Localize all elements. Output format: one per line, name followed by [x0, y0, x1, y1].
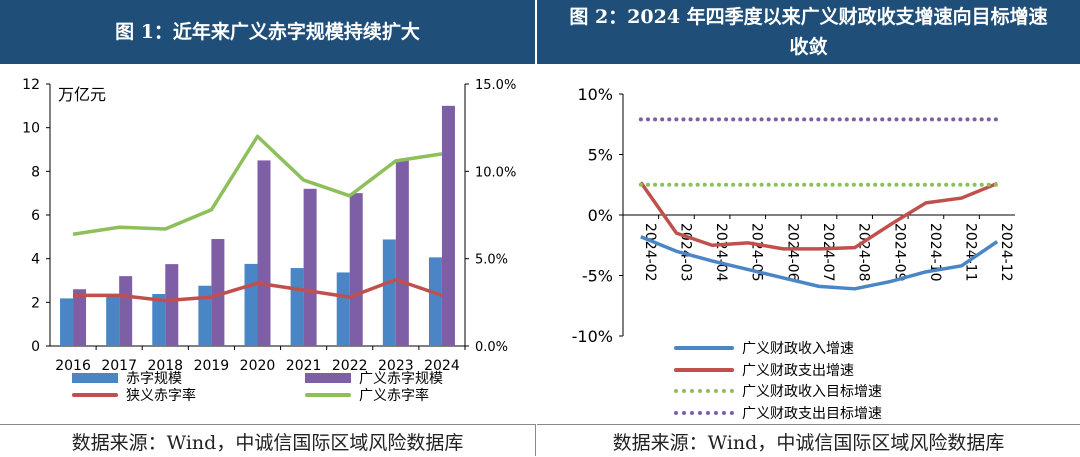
chart-2-svg: 10%5%0%-5%-10%2024-02 2024-03 2024-04 2024-… — [572, 85, 1015, 346]
x-tick-label: 2022 — [332, 358, 368, 374]
bar-deficit — [152, 294, 166, 346]
y2-tick-label: 0.0% — [475, 340, 508, 355]
x-tick-label: 2020 — [240, 358, 276, 374]
bar-broad-deficit — [303, 188, 317, 346]
x-tick-label: 2017 — [101, 358, 137, 374]
x-tick-label: 2021 — [286, 358, 322, 374]
line-broad-rate — [72, 134, 443, 236]
y-tick-label: -5% — [582, 267, 613, 286]
legend-swatch — [72, 373, 118, 383]
x-tick-label: 2024-12 — [998, 223, 1014, 282]
legend-label: 广义赤字规模 — [359, 371, 443, 387]
legend-label: 广义财政收入增速 — [742, 341, 854, 357]
y2-tick-label: 15.0% — [475, 78, 516, 93]
y-tick-label: 12 — [22, 77, 40, 93]
legend-swatch — [674, 367, 734, 372]
x-tick-label: 2023 — [378, 358, 414, 374]
legend-swatch — [674, 389, 734, 393]
bar-deficit — [336, 272, 350, 346]
bar-broad-deficit — [73, 289, 87, 346]
x-tick-label: 2024-05 — [749, 223, 765, 282]
chart-panel-1: 图 1：近年来广义赤字规模持续扩大 0 2 4 6 8 10 12 0.0% 5.0% 10.0%… — [0, 0, 535, 456]
legend-item: 狭义赤字率 — [72, 385, 196, 405]
bar-deficit — [60, 298, 74, 346]
legend-item: 广义财政收入增速 — [674, 338, 854, 358]
y-tick-label: 0% — [588, 206, 613, 225]
bar-deficit — [106, 294, 120, 346]
legend-item: 广义财政收入目标增速 — [674, 381, 882, 401]
bar-broad-deficit — [441, 105, 455, 346]
bar-broad-deficit — [165, 264, 179, 346]
legend-label: 赤字规模 — [126, 371, 182, 387]
line-expenditure-growth — [639, 181, 998, 251]
x-tick-label: 2018 — [147, 358, 183, 374]
y-tick-label: 10 — [22, 121, 40, 137]
legend-item: 广义财政支出目标增速 — [674, 403, 882, 423]
bar-deficit — [244, 263, 258, 346]
bar-broad-deficit — [211, 239, 225, 346]
x-tick-label: 2024-09 — [891, 223, 907, 282]
legend-swatch — [674, 410, 734, 415]
bar-broad-deficit — [395, 160, 409, 346]
x-tick-label: 2019 — [194, 358, 230, 374]
x-tick-label: 2016 — [55, 358, 91, 374]
y-tick-label: 5% — [588, 146, 613, 165]
legend-label: 狭义赤字率 — [126, 388, 196, 404]
legend-item: 广义赤字率 — [305, 385, 429, 405]
bar-broad-deficit — [349, 193, 363, 346]
legend-label: 广义财政收入目标增速 — [742, 384, 882, 400]
legend-swatch — [674, 346, 734, 350]
legend-label: 广义财政支出目标增速 — [742, 405, 882, 422]
line-narrow-rate — [73, 277, 443, 303]
bar-deficit — [198, 285, 212, 346]
x-tick-label: 2024-11 — [963, 223, 979, 282]
unit-label: 万亿元 — [58, 85, 106, 104]
y-tick-label: 8 — [31, 164, 40, 180]
x-tick-label: 2024-02 — [642, 223, 658, 282]
legend-swatch — [72, 393, 118, 397]
footer-divider — [535, 424, 536, 456]
y-tick-label: 10% — [577, 85, 613, 104]
chart-panel-2: 图 2：2024 年四季度以来广义财政收支增速向目标增速收敛 10% 5% 0% -5… — [537, 0, 1080, 456]
legend-item: 广义赤字规模 — [305, 368, 443, 388]
x-tick-label: 2024-07 — [820, 223, 836, 282]
chart-1-svg: 0 2 4 6 8 10 12 0.0% 5.0% 10.0% 15.0% 万亿元 2016 2017 20… — [22, 77, 516, 374]
legend-item: 广义财政支出增速 — [674, 360, 854, 380]
y-tick-label: 4 — [31, 252, 40, 268]
y-tick-label: 0 — [31, 339, 40, 355]
chart-2-title: 图 2：2024 年四季度以来广义财政收支增速向目标增速收敛 — [537, 0, 1080, 64]
bar-deficit — [290, 268, 304, 346]
y2-tick-label: 10.0% — [475, 165, 516, 180]
x-tick-label: 2024 — [424, 358, 460, 374]
bar-deficit — [382, 239, 396, 346]
legend-item: 赤字规模 — [72, 368, 182, 388]
legend-swatch — [305, 393, 351, 397]
y-tick-label: -10% — [572, 327, 613, 346]
source-note-1: 数据来源：Wind，中诚信国际区域风险数据库 — [0, 424, 535, 457]
source-note-2: 数据来源：Wind，中诚信国际区域风险数据库 — [537, 424, 1080, 457]
x-tick-label: 2024-06 — [784, 223, 800, 282]
chart-1-title: 图 1：近年来广义赤字规模持续扩大 — [0, 0, 535, 64]
x-tick-label: 2024-04 — [713, 223, 729, 282]
y-tick-label: 2 — [31, 295, 40, 311]
x-tick-label: 2024-08 — [856, 223, 872, 282]
bar-deficit — [428, 257, 442, 346]
y-tick-label: 6 — [31, 208, 40, 224]
panel-separator — [535, 0, 537, 456]
bar-broad-deficit — [119, 276, 133, 346]
line-revenue-growth — [640, 235, 999, 291]
x-tick-label: 2024-10 — [927, 223, 943, 282]
legend-label: 广义赤字率 — [359, 388, 429, 404]
bar-broad-deficit — [257, 160, 271, 346]
y2-tick-label: 5.0% — [475, 253, 508, 268]
legend-swatch — [305, 373, 351, 383]
legend-label: 广义财政支出增速 — [742, 362, 854, 379]
